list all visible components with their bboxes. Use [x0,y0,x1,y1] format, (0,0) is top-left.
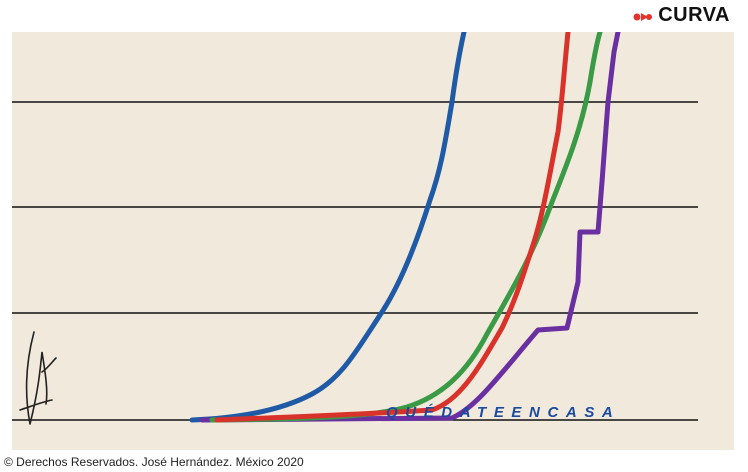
artist-signature [19,331,57,425]
copyright-caption: © Derechos Reservados. José Hernández. M… [4,455,304,469]
cartoon-artwork: QUÉDATEENCASA [12,32,734,450]
curve-logo-icon [633,12,653,21]
green-curve [209,32,603,423]
blue-curve [189,32,467,423]
curves-illustration [12,32,698,425]
red-curve [214,32,571,423]
brand-name: CURVA [658,4,730,26]
slogan-text: QUÉDATEENCASA [386,404,621,421]
purple-curve [199,32,621,423]
brand-logo: CURVA [632,4,730,27]
